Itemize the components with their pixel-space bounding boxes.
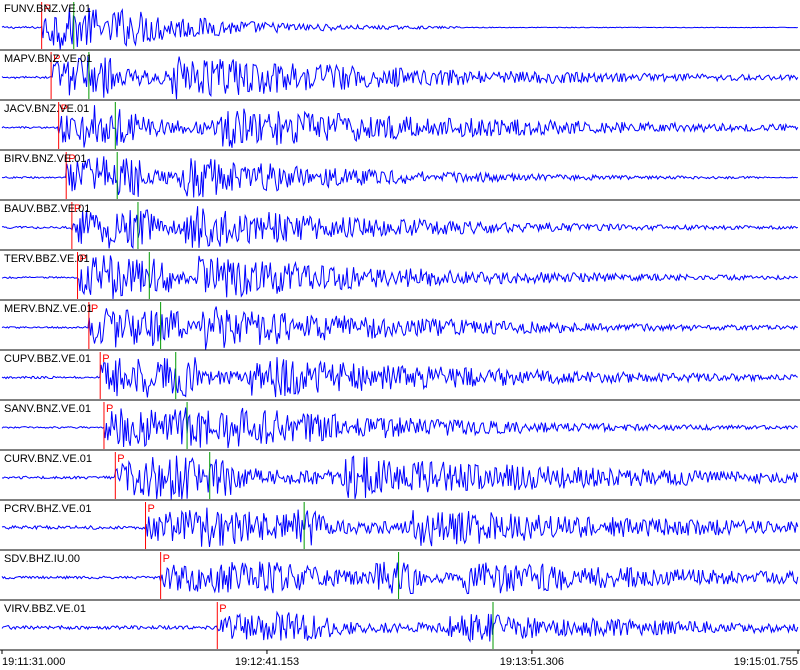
trace-label: BAUV.BBZ.VE.01 <box>4 203 90 215</box>
time-tick-label: 19:13:51.306 <box>500 656 564 668</box>
trace-label: MAPV.BNZ.VE.01 <box>4 53 92 65</box>
trace-label: VIRV.BBZ.VE.01 <box>4 603 86 615</box>
p-pick-label: P <box>102 353 109 365</box>
p-pick-label: P <box>117 453 124 465</box>
p-pick-label: P <box>219 603 226 615</box>
time-tick-label: 19:11:31.000 <box>2 656 65 668</box>
trace-label: SANV.BNZ.VE.01 <box>4 403 91 415</box>
trace-label: CURV.BNZ.VE.01 <box>4 453 92 465</box>
trace-label: TERV.BBZ.VE.01 <box>4 253 90 265</box>
p-pick-label: P <box>106 403 113 415</box>
trace-label: CUPV.BBZ.VE.01 <box>4 353 91 365</box>
trace-label: SDV.BHZ.IU.00 <box>4 553 80 565</box>
time-tick-label: 19:12:41.153 <box>235 656 299 668</box>
seismogram-plot: P FUNV.BNZ.VE.01 P MAPV.BNZ.VE.01 P JACV.BNZ.… <box>0 0 800 670</box>
time-tick-label: 19:15:01.755 <box>734 656 798 668</box>
trace-label: MERV.BNZ.VE.01 <box>4 303 93 315</box>
p-pick-label: P <box>163 553 170 565</box>
trace-label: FUNV.BNZ.VE.01 <box>4 3 91 15</box>
trace-label: JACV.BNZ.VE.01 <box>4 103 89 115</box>
trace-label: BIRV.BNZ.VE.01 <box>4 153 87 165</box>
p-pick-label: P <box>148 503 155 515</box>
trace-label: PCRV.BHZ.VE.01 <box>4 503 91 515</box>
